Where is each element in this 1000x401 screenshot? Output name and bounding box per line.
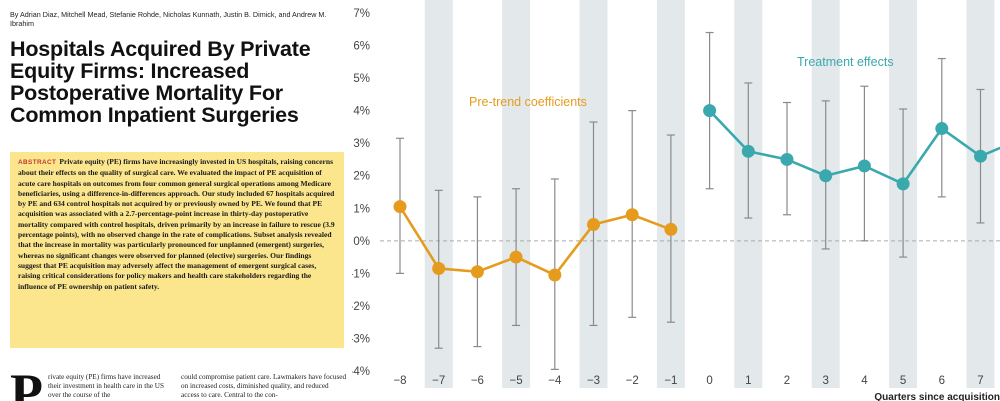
abstract-box: ABSTRACT Private equity (PE) firms have i… xyxy=(10,152,344,348)
data-point xyxy=(741,144,755,158)
y-tick-label: -4% xyxy=(352,366,370,378)
y-tick-label: 2% xyxy=(353,171,370,183)
y-tick-label: 3% xyxy=(353,138,370,150)
chart-canvas: -4% -3% -2% -1% 0% 1% 2% 3% 4% 5% 6% 7% −8 −7 −6 −5 −4 −3… xyxy=(352,0,1000,401)
data-point xyxy=(819,169,833,183)
x-tick-label: −3 xyxy=(587,375,600,387)
drop-cap: P xyxy=(10,363,43,401)
y-tick-label: 0% xyxy=(353,236,370,248)
data-point xyxy=(896,177,910,191)
data-point xyxy=(664,222,678,236)
abstract-text: Private equity (PE) firms have increasin… xyxy=(18,157,335,291)
data-point xyxy=(974,149,987,163)
author-byline: By Adrian Diaz, Mitchell Mead, Stefanie … xyxy=(10,10,327,28)
x-tick-label: −1 xyxy=(664,375,677,387)
data-point xyxy=(509,250,523,264)
y-tick-label: 1% xyxy=(353,203,370,215)
series-group xyxy=(393,110,678,370)
x-tick-label: −4 xyxy=(548,375,562,387)
x-tick-label: 0 xyxy=(706,375,712,387)
body-text-left: rivate equity (PE) firms have increased … xyxy=(48,373,164,399)
event-study-chart: -4% -3% -2% -1% 0% 1% 2% 3% 4% 5% 6% 7% −8 −7 −6 −5 −4 −3… xyxy=(352,0,1000,401)
series-group xyxy=(703,31,1000,258)
x-tick-label: 7 xyxy=(977,375,983,387)
x-tick-label: 1 xyxy=(745,375,751,387)
article-title: Hospitals Acquired By Private Equity Fir… xyxy=(10,37,311,127)
x-tick-label: −6 xyxy=(471,375,484,387)
data-point xyxy=(587,218,600,232)
data-point xyxy=(935,122,949,136)
x-tick-label: 4 xyxy=(861,375,868,387)
y-tick-label: -3% xyxy=(352,333,370,345)
x-tick-label: 2 xyxy=(784,375,790,387)
body-text-right: could compromise patient care. Lawmakers… xyxy=(181,373,347,399)
x-axis-title: Quarters since acquisition xyxy=(874,392,1000,401)
data-point xyxy=(703,104,717,118)
y-tick-label: -1% xyxy=(352,268,370,280)
article-first-page: By Adrian Diaz, Mitchell Mead, Stefanie … xyxy=(0,0,350,401)
data-point xyxy=(393,200,407,214)
x-tick-label: 3 xyxy=(822,375,828,387)
y-tick-label: 6% xyxy=(353,41,370,53)
x-tick-label: −8 xyxy=(393,375,406,387)
data-point xyxy=(432,261,446,275)
abstract-label: ABSTRACT xyxy=(18,159,57,166)
data-point xyxy=(470,265,484,279)
x-tick-label: 6 xyxy=(939,375,945,387)
series-annotation: Pre-trend coefficients xyxy=(469,95,587,109)
data-point xyxy=(780,152,794,166)
x-tick-label: −5 xyxy=(510,375,523,387)
y-tick-label: -2% xyxy=(352,301,370,313)
y-tick-label: 5% xyxy=(353,73,370,85)
y-tick-label: 4% xyxy=(353,106,370,118)
y-tick-label: 7% xyxy=(353,8,370,20)
x-tick-label: −2 xyxy=(626,375,639,387)
data-point xyxy=(548,268,562,282)
data-point xyxy=(857,159,871,173)
x-tick-label: −7 xyxy=(432,375,445,387)
series-annotation: Treatment effects xyxy=(797,55,894,69)
data-point xyxy=(625,208,639,222)
x-tick-label: 5 xyxy=(900,375,906,387)
